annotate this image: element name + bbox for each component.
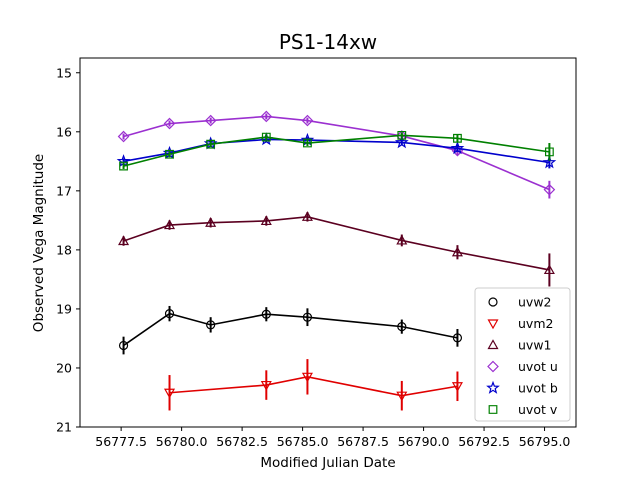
data-point	[205, 216, 217, 227]
data-point	[543, 183, 556, 196]
x-tick-label: 56795.0	[519, 434, 571, 449]
series-line	[123, 134, 550, 167]
data-point	[301, 114, 314, 127]
y-tick-label: 15	[56, 65, 72, 80]
legend-label: uvw1	[518, 338, 552, 353]
data-point	[163, 117, 176, 130]
data-point	[301, 372, 313, 383]
series-line	[123, 115, 550, 191]
x-tick-label: 56787.5	[337, 434, 389, 449]
data-point	[451, 246, 463, 257]
legend-marker	[487, 339, 499, 350]
series-uvw2	[118, 305, 463, 355]
x-tick-label: 56780.0	[156, 434, 208, 449]
y-tick-label: 19	[56, 301, 72, 316]
x-tick-label: 56777.5	[95, 434, 147, 449]
legend-marker	[488, 405, 498, 414]
legend-marker	[487, 319, 499, 330]
y-tick-label: 17	[56, 183, 72, 198]
chart-title: PS1-14xw	[279, 30, 377, 54]
data-point	[301, 211, 313, 221]
y-tick-label: 20	[56, 360, 72, 375]
data-point	[206, 320, 216, 330]
y-axis-label: Observed Vega Magnitude	[31, 154, 47, 332]
data-point	[396, 391, 408, 402]
y-tick-label: 21	[56, 420, 72, 435]
series-uvw1	[118, 211, 555, 287]
data-point	[450, 141, 465, 155]
legend-marker	[488, 297, 498, 307]
data-point	[542, 155, 557, 169]
legend-label: uvw2	[518, 295, 552, 310]
data-point	[543, 264, 555, 275]
data-point	[206, 139, 216, 149]
data-point	[302, 312, 313, 322]
legend-marker	[487, 360, 499, 373]
data-point	[396, 234, 408, 245]
data-series	[116, 110, 557, 411]
data-point	[119, 161, 128, 171]
y-tick-label: 16	[56, 124, 72, 139]
data-point	[303, 138, 312, 148]
y-tick-label: 18	[56, 242, 72, 257]
plot-frame	[79, 57, 577, 428]
legend-label: uvot u	[518, 359, 558, 374]
data-point	[260, 215, 272, 226]
legend-marker	[486, 380, 500, 394]
data-point	[164, 309, 175, 319]
data-point	[261, 309, 271, 319]
data-point	[118, 340, 129, 351]
data-point	[165, 149, 174, 159]
data-point	[394, 135, 409, 149]
data-point	[163, 388, 176, 399]
data-point	[544, 147, 554, 157]
legend-label: uvot b	[518, 381, 558, 396]
legend-box	[474, 287, 571, 422]
legend: uvw2 uvm2 uvw1 uvot u uvot b uvot v	[474, 287, 571, 422]
data-point	[260, 110, 273, 123]
data-point	[451, 382, 463, 392]
data-point	[260, 380, 272, 391]
data-point	[261, 132, 271, 142]
series-uvot-v	[119, 130, 554, 171]
x-tick-label: 56782.5	[216, 434, 268, 449]
x-axis-ticks: 56777.5 56780.0 56782.5 56785.0 56787.5 56790…	[95, 427, 570, 449]
data-point	[453, 133, 462, 143]
x-tick-label: 56792.5	[458, 434, 510, 449]
plot-area: 56777.5 56780.0 56782.5 56785.0 56787.5 56790…	[56, 57, 577, 449]
series-line	[123, 216, 550, 271]
x-tick-label: 56785.0	[277, 434, 329, 449]
data-point	[117, 130, 130, 143]
x-axis-label: Modified Julian Date	[260, 455, 395, 471]
data-point	[163, 219, 176, 230]
legend-label: uvot v	[518, 402, 558, 417]
legend-label: uvm2	[518, 316, 553, 331]
data-point	[397, 322, 407, 332]
y-axis-ticks: 15 16 17 18 19 20 21	[56, 65, 80, 435]
data-point	[397, 130, 407, 140]
x-tick-label: 56790.0	[398, 434, 450, 449]
data-point	[118, 235, 130, 246]
data-point	[204, 114, 217, 127]
series-uvm2	[163, 359, 463, 411]
data-point	[452, 333, 463, 343]
